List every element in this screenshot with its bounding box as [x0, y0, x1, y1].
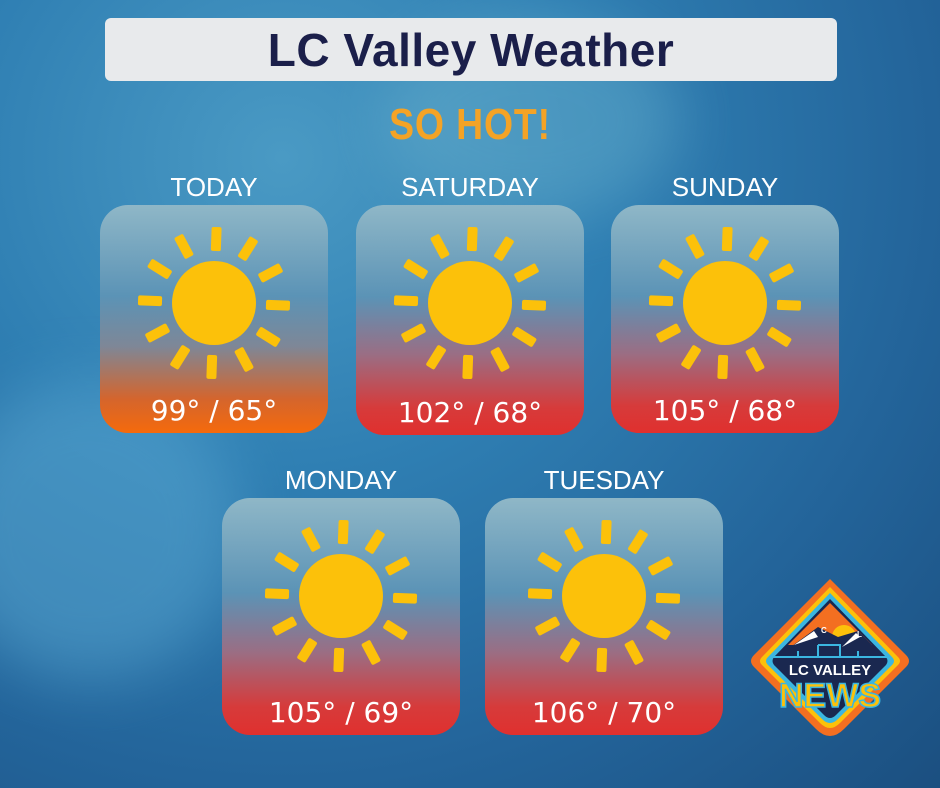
- logo-text: LC VALLEY: [789, 662, 871, 679]
- page-title: LC Valley Weather: [267, 23, 675, 76]
- sun-icon: [137, 226, 291, 380]
- logo-text: NEWS: [779, 677, 881, 715]
- forecast-card: 105° / 68°: [611, 205, 839, 433]
- lc-valley-news-logo: C L LC VALLEY NEWS: [751, 579, 909, 736]
- sun-icon: [527, 519, 681, 673]
- forecast-card: 106° / 70°: [485, 498, 723, 735]
- svg-text:L: L: [857, 630, 862, 639]
- day-label: SATURDAY: [401, 172, 539, 202]
- forecast-card: 105° / 69°: [222, 498, 460, 735]
- temperature-range: 105° / 68°: [652, 394, 798, 427]
- forecast-card: 102° / 68°: [356, 205, 584, 435]
- temperature-range: 99° / 65°: [150, 394, 278, 427]
- forecast-card: 99° / 65°: [100, 205, 328, 433]
- day-label: MONDAY: [284, 465, 398, 495]
- sun-icon: [648, 226, 802, 380]
- day-label: TODAY: [170, 172, 258, 202]
- sun-icon: [393, 226, 547, 380]
- temperature-range: 102° / 68°: [397, 396, 543, 429]
- day-label: TUESDAY: [543, 465, 665, 495]
- sun-icon: [264, 519, 418, 673]
- temperature-range: 105° / 69°: [268, 696, 414, 729]
- title-bar: LC Valley Weather: [105, 18, 837, 81]
- day-label: SUNDAY: [671, 172, 779, 202]
- temperature-range: 106° / 70°: [531, 696, 677, 729]
- subtitle: SO HOT!: [389, 100, 551, 149]
- svg-text:C: C: [821, 626, 827, 635]
